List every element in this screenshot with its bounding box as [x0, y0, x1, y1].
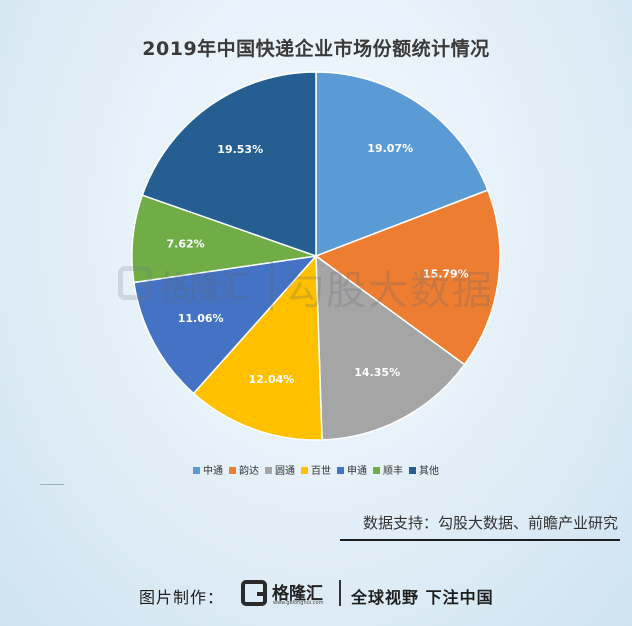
legend-item: 其他: [409, 462, 439, 477]
legend-swatch: [229, 467, 236, 474]
pie-data-labels: 19.07% 15.79% 14.35% 12.04% 11.06% 7.62% 19.53…: [167, 142, 469, 386]
source-text: 数据支持：勾股大数据、前瞻产业研究: [362, 514, 618, 532]
chart-legend: 中通 韵达 圆通 百世 申通 顺丰 其他: [0, 462, 632, 477]
pie-data-label: 11.06%: [178, 312, 224, 325]
pie-slice: [141, 71, 317, 258]
pie-data-label: 19.53%: [217, 143, 263, 156]
legend-label: 申通: [347, 466, 367, 477]
legend-swatch: [193, 467, 200, 474]
legend-item: 顺丰: [373, 462, 403, 477]
source-underline: [340, 539, 620, 541]
legend-label: 顺丰: [383, 466, 403, 477]
pie-slice: [133, 254, 318, 395]
legend-label: 中通: [203, 466, 223, 477]
legend-swatch: [265, 467, 272, 474]
legend-label: 圆通: [275, 466, 295, 477]
footer-divider: [339, 580, 341, 606]
legend-swatch: [337, 467, 344, 474]
footer-slogan: 全球视野 下注中国: [351, 588, 494, 607]
pie-slice: [315, 71, 489, 258]
pie-slices: [131, 71, 501, 441]
legend-label: 百世: [311, 466, 331, 477]
legend-swatch: [301, 467, 308, 474]
legend-item: 中通: [193, 462, 223, 477]
footer-brand: 格隆汇: [272, 584, 323, 604]
legend-label: 其他: [419, 466, 439, 477]
chart-title: 2019年中国快递企业市场份额统计情况: [142, 38, 490, 60]
pie-data-label: 14.35%: [354, 366, 400, 379]
pie-data-label: 7.62%: [167, 237, 205, 250]
footer-label: 图片制作：: [139, 588, 225, 607]
footer-sub: www.gelonghui.com: [273, 600, 324, 606]
legend-item: 圆通: [265, 462, 295, 477]
pie-data-label: 12.04%: [248, 373, 294, 386]
footer-logo-icon: [241, 580, 267, 606]
pie-slice: [192, 254, 323, 441]
legend-label: 韵达: [239, 466, 259, 477]
legend-item: 申通: [337, 462, 367, 477]
legend-swatch: [373, 467, 380, 474]
legend-item: 百世: [301, 462, 331, 477]
small-divider: [40, 484, 64, 485]
legend-item: 韵达: [229, 462, 259, 477]
pie-slice: [315, 254, 466, 441]
legend-swatch: [409, 467, 416, 474]
footer: 图片制作： 格隆汇 www.gelonghui.com 全球视野 下注中国: [0, 574, 632, 614]
pie-data-label: 19.07%: [367, 142, 413, 155]
pie-data-label: 15.79%: [423, 267, 469, 280]
pie-slice: [314, 189, 501, 366]
